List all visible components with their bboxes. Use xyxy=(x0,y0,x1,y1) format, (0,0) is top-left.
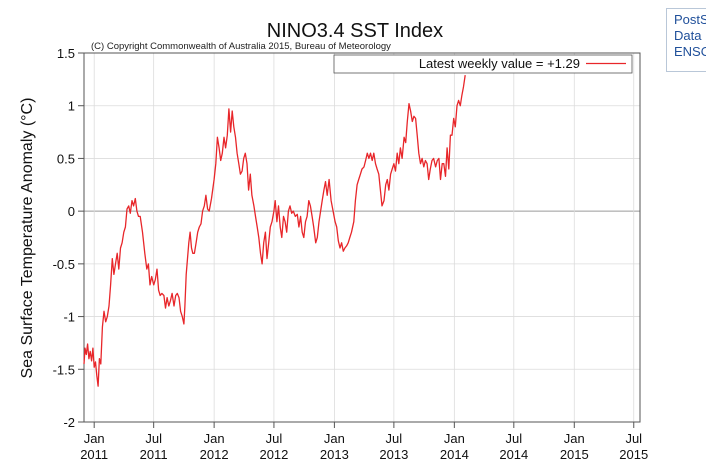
y-axis-label: Sea Surface Temperature Anomaly (°C) xyxy=(19,98,36,379)
side-link-panel[interactable]: PostS Data ENSO xyxy=(666,8,706,72)
nino34-chart: NINO3.4 SST Index (C) Copyright Commonwe… xyxy=(19,20,648,462)
y-tick-label: 0 xyxy=(68,204,75,219)
x-tick-label-year: 2013 xyxy=(320,447,349,462)
y-tick-label: -0.5 xyxy=(53,257,75,272)
x-tick-label-month: Jul xyxy=(386,431,403,446)
x-tick-label-month: Jul xyxy=(506,431,523,446)
side-link-enso[interactable]: ENSO xyxy=(674,44,706,59)
x-tick-label-year: 2011 xyxy=(80,447,108,462)
x-tick-label-year: 2015 xyxy=(560,447,589,462)
y-tick-label: 0.5 xyxy=(57,151,75,166)
y-tick-label: -1.5 xyxy=(53,362,75,377)
x-tick-label-month: Jul xyxy=(625,431,642,446)
x-tick-label-month: Jan xyxy=(84,431,105,446)
y-tick-label: 1.5 xyxy=(57,46,75,61)
y-tick-label: 1 xyxy=(68,99,75,114)
legend: Latest weekly value = +1.29 xyxy=(333,54,633,74)
x-axis: Jan2011Jul2011Jan2012Jul2012Jan2013Jul20… xyxy=(80,422,648,462)
y-axis: -2 -1.5 -1 -0.5 0 0.5 1 1.5 xyxy=(53,46,84,430)
y-tick-label: -2 xyxy=(63,415,75,430)
x-tick-label-month: Jan xyxy=(204,431,225,446)
plot-frame xyxy=(83,52,641,423)
grid xyxy=(84,53,640,422)
chart-subtitle: (C) Copyright Commonwealth of Australia … xyxy=(91,41,391,52)
series-layer xyxy=(83,75,466,387)
x-tick-label-month: Jul xyxy=(145,431,162,446)
x-tick-label-year: 2015 xyxy=(619,447,648,462)
x-tick-label-month: Jul xyxy=(266,431,283,446)
x-tick-label-year: 2014 xyxy=(499,447,528,462)
x-tick-label-year: 2012 xyxy=(200,447,229,462)
legend-box xyxy=(333,54,633,74)
x-tick-label-month: Jan xyxy=(444,431,465,446)
y-tick-label: -1 xyxy=(63,310,75,325)
x-tick-label-year: 2012 xyxy=(259,447,288,462)
x-tick-label-year: 2013 xyxy=(379,447,408,462)
x-tick-label-month: Jan xyxy=(564,431,585,446)
chart-title: NINO3.4 SST Index xyxy=(267,20,443,42)
side-link-post[interactable]: PostS xyxy=(674,12,706,27)
x-tick-label-month: Jan xyxy=(324,431,345,446)
side-link-data[interactable]: Data xyxy=(674,28,702,43)
series-line-weekly-anomaly xyxy=(83,75,466,387)
x-tick-label-year: 2011 xyxy=(140,447,168,462)
legend-label: Latest weekly value = +1.29 xyxy=(419,56,580,71)
x-tick-label-year: 2014 xyxy=(440,447,469,462)
